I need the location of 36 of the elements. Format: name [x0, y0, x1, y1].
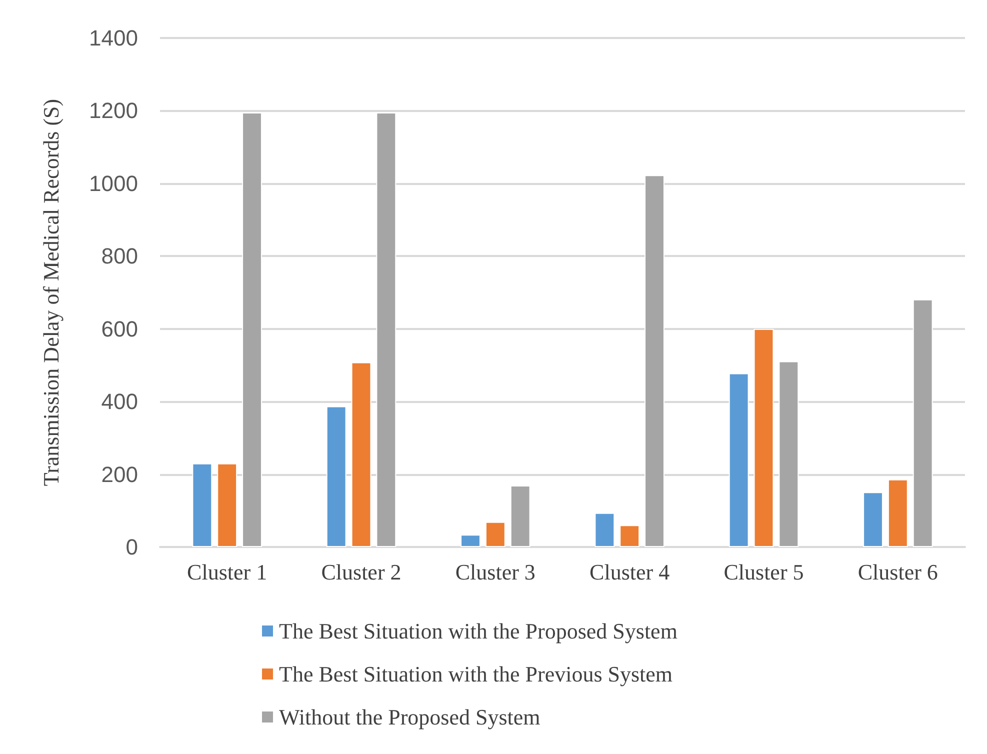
y-tick-label: 200 — [101, 462, 138, 487]
bar — [888, 479, 908, 547]
bar — [485, 522, 506, 547]
bar — [594, 512, 615, 547]
y-axis-title: Transmission Delay of Medical Records (S) — [38, 98, 64, 486]
x-tick-label: Cluster 1 — [187, 560, 268, 584]
x-tick-label: Cluster 3 — [455, 560, 536, 584]
y-tick-label: 600 — [101, 316, 138, 342]
bar — [242, 112, 262, 547]
bar — [912, 299, 933, 547]
bar — [728, 373, 749, 547]
y-tick-label: 1200 — [89, 98, 138, 124]
y-tick-label: 800 — [101, 244, 138, 269]
bar — [351, 362, 372, 547]
bar — [376, 112, 396, 547]
bar — [644, 175, 664, 547]
bar — [460, 534, 480, 547]
bar — [778, 361, 799, 547]
y-tick-label: 1000 — [89, 170, 138, 196]
bar — [326, 406, 346, 547]
legend-label: The Best Situation with the Proposed System — [279, 618, 678, 644]
y-tick-label: 0 — [126, 534, 138, 560]
x-tick-label: Cluster 4 — [590, 560, 670, 584]
bar — [192, 463, 212, 547]
y-tick-label: 400 — [101, 389, 138, 414]
x-tick-label: Cluster 2 — [321, 560, 402, 584]
legend-label: Without the Proposed System — [279, 704, 540, 730]
x-tick-label: Cluster 5 — [724, 560, 804, 584]
bar — [620, 525, 640, 547]
x-tick-label: Cluster 6 — [858, 560, 938, 584]
legend-label: The Best Situation with the Previous System — [279, 662, 673, 686]
y-tick-label: 1400 — [89, 26, 138, 50]
bar — [863, 492, 883, 547]
bar — [754, 328, 774, 547]
bar — [217, 463, 238, 547]
bar — [510, 486, 530, 547]
